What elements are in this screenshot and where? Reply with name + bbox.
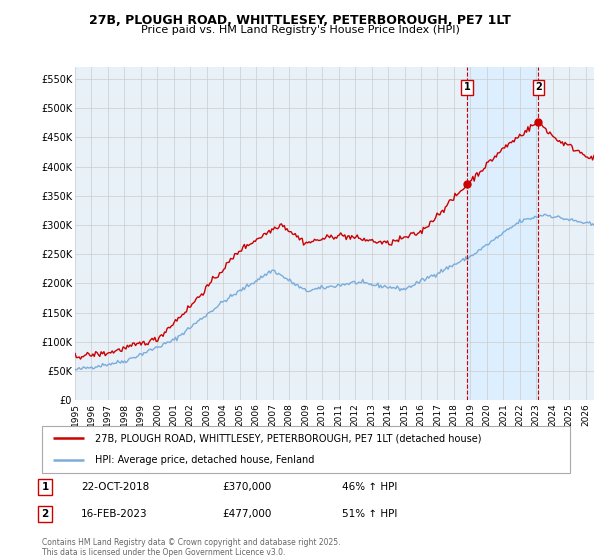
Text: 1: 1 xyxy=(464,82,470,92)
Text: 27B, PLOUGH ROAD, WHITTLESEY, PETERBOROUGH, PE7 1LT: 27B, PLOUGH ROAD, WHITTLESEY, PETERBOROU… xyxy=(89,14,511,27)
Text: 1: 1 xyxy=(41,482,49,492)
Text: Contains HM Land Registry data © Crown copyright and database right 2025.
This d: Contains HM Land Registry data © Crown c… xyxy=(42,538,341,557)
Text: Price paid vs. HM Land Registry's House Price Index (HPI): Price paid vs. HM Land Registry's House … xyxy=(140,25,460,35)
FancyBboxPatch shape xyxy=(42,426,570,473)
Text: 46% ↑ HPI: 46% ↑ HPI xyxy=(342,482,397,492)
Text: 51% ↑ HPI: 51% ↑ HPI xyxy=(342,509,397,519)
Bar xyxy=(467,67,538,400)
Text: 27B, PLOUGH ROAD, WHITTLESEY, PETERBOROUGH, PE7 1LT (detached house): 27B, PLOUGH ROAD, WHITTLESEY, PETERBOROU… xyxy=(95,433,481,444)
Text: 16-FEB-2023: 16-FEB-2023 xyxy=(81,509,148,519)
Text: £370,000: £370,000 xyxy=(222,482,271,492)
Text: HPI: Average price, detached house, Fenland: HPI: Average price, detached house, Fenl… xyxy=(95,455,314,465)
Text: 2: 2 xyxy=(41,509,49,519)
Text: 22-OCT-2018: 22-OCT-2018 xyxy=(81,482,149,492)
Text: 2: 2 xyxy=(535,82,542,92)
Text: £477,000: £477,000 xyxy=(222,509,271,519)
